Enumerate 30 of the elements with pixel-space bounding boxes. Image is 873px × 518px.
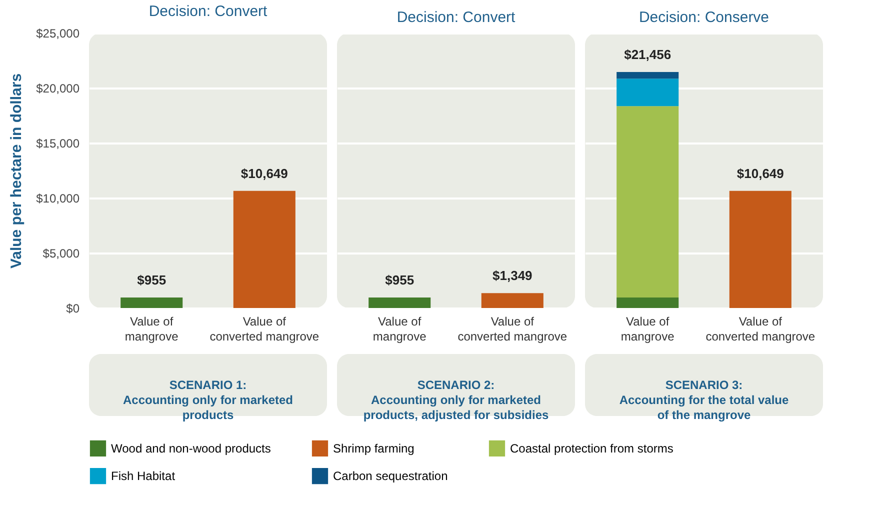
text: SCENARIO 3: Accounting for the total value of the mangrove (619, 378, 789, 422)
total-label: $955 (385, 272, 414, 288)
y-tick-label: $10,000 (36, 192, 80, 206)
chart-title: Decision: Convert (396, 9, 516, 26)
x-tick-label: Value of converted mangrove (458, 314, 568, 344)
x-tick-label: Value of mangrove (124, 314, 179, 344)
y-tick-label: $0 (66, 302, 80, 316)
x-tick-label: Value of converted mangrove (210, 314, 320, 344)
total-label: $10,649 (240, 166, 288, 181)
legend-label: Shrimp farming (333, 441, 414, 456)
legend-label: Wood and non-wood products (111, 441, 271, 456)
x-tick-label: Value of mangrove (372, 314, 427, 344)
legend-label: Carbon sequestration (333, 469, 448, 483)
chart-title: Decision: Convert (148, 3, 268, 20)
text: SCENARIO 1: Accounting only for marketed products (122, 378, 294, 422)
y-tick-label: $15,000 (36, 136, 80, 150)
total-label: $955 (137, 272, 166, 288)
legend-label: Fish Habitat (111, 469, 176, 483)
y-axis-title: Value per hectare in dollars (8, 73, 26, 269)
y-tick-label: $25,000 (36, 26, 80, 40)
legend-label: Coastal protection from storms (510, 441, 674, 456)
text: SCENARIO 2: Accounting only for marketed products, adjusted for subsidies (363, 378, 549, 422)
total-label: $10,649 (736, 166, 784, 181)
total-label: $1,349 (492, 268, 532, 284)
y-tick-label: $20,000 (36, 82, 80, 96)
x-tick-label: Value of mangrove (620, 314, 675, 344)
chart-title: Decision: Conserve (638, 9, 770, 26)
x-tick-label: Value of converted mangrove (706, 314, 816, 344)
total-label: $21,456 (624, 46, 672, 62)
y-tick-label: $5,000 (42, 246, 80, 260)
